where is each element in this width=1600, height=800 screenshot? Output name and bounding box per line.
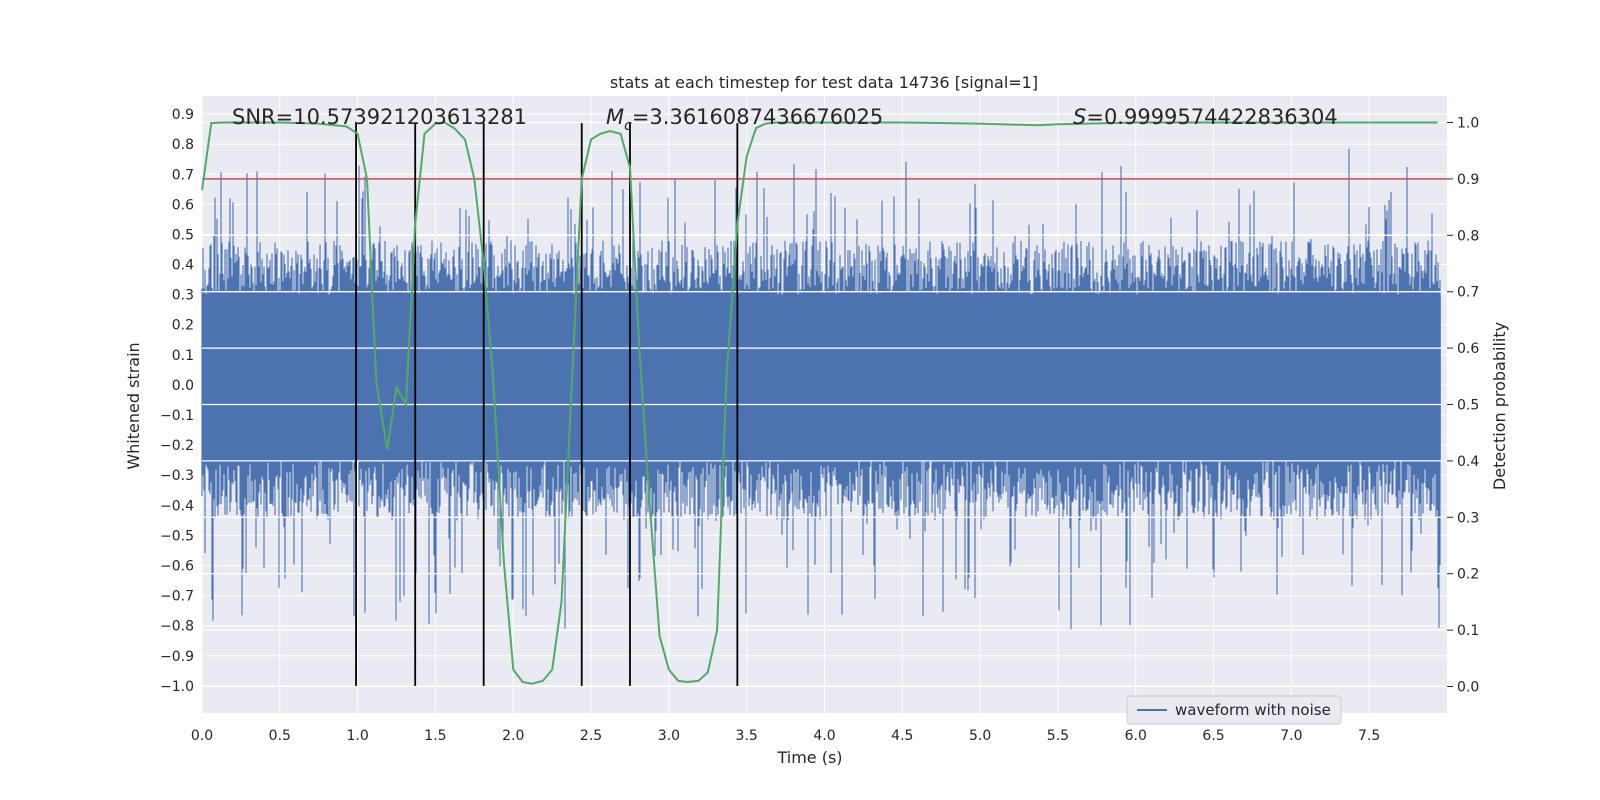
waveform-series bbox=[201, 148, 1441, 630]
x-tick-label: 0.0 bbox=[191, 728, 213, 744]
y2-tick-label: 0.9 bbox=[1457, 172, 1479, 188]
s-symbol: S bbox=[1073, 105, 1086, 129]
y-tick-label: −0.1 bbox=[160, 408, 194, 424]
y2-tick-label: 0.8 bbox=[1457, 228, 1479, 244]
x-tick-label: 2.0 bbox=[502, 728, 524, 744]
y2-tick-label: 0.7 bbox=[1457, 285, 1479, 301]
x-tick-label: 5.0 bbox=[969, 728, 991, 744]
chirp-mass-subscript: c bbox=[624, 118, 632, 134]
s-annotation: S=0.9999574422836304 bbox=[1073, 105, 1338, 129]
chirp-mass-value: =3.3616087436676025 bbox=[632, 105, 883, 129]
x-tick-label: 3.0 bbox=[658, 728, 680, 744]
y-axis-ticks: 0.9 0.8 0.7 0.6 0.5 0.4 0.3 0.2 0.1 0.0 −0.1 −0.2 −0… bbox=[160, 107, 194, 695]
y2-tick-label: 0.4 bbox=[1457, 454, 1479, 470]
x-tick-label: 3.5 bbox=[736, 728, 758, 744]
y-tick-label: 0.7 bbox=[172, 167, 194, 183]
y-tick-label: 0.0 bbox=[172, 378, 194, 394]
x-tick-label: 1.0 bbox=[346, 728, 368, 744]
x-tick-label: 4.5 bbox=[891, 728, 913, 744]
y-axis-label: Whitened strain bbox=[124, 342, 143, 469]
y2-tick-label: 0.6 bbox=[1457, 341, 1479, 357]
y-tick-label: −0.6 bbox=[160, 559, 194, 575]
y-tick-label: 0.5 bbox=[172, 227, 194, 243]
y-tick-label: 0.9 bbox=[172, 107, 194, 123]
y-tick-label: −1.0 bbox=[160, 679, 194, 695]
y-tick-label: −0.2 bbox=[160, 438, 194, 454]
y-tick-label: −0.4 bbox=[160, 498, 194, 514]
y-tick-label: −0.9 bbox=[160, 649, 194, 665]
legend-box bbox=[1126, 695, 1342, 725]
x-tick-label: 5.5 bbox=[1047, 728, 1069, 744]
legend: waveform with noise bbox=[1126, 695, 1342, 725]
y2-axis-ticks: 1.0 0.9 0.8 0.7 0.6 0.5 0.4 0.3 0.2 0.1 0.0 bbox=[1447, 116, 1479, 695]
x-tick-label: 4.0 bbox=[813, 728, 835, 744]
x-tick-label: 0.5 bbox=[269, 728, 291, 744]
s-value: =0.9999574422836304 bbox=[1086, 105, 1337, 129]
y2-tick-label: 0.5 bbox=[1457, 398, 1479, 414]
y2-tick-label: 0.3 bbox=[1457, 510, 1479, 526]
x-tick-label: 6.5 bbox=[1202, 728, 1224, 744]
snr-annotation: SNR=10.573921203613281 bbox=[232, 105, 527, 129]
legend-label: waveform with noise bbox=[1175, 701, 1331, 719]
y-tick-label: 0.6 bbox=[172, 197, 194, 213]
chirp-mass-annotation: Mc=3.3616087436676025 bbox=[606, 105, 883, 134]
y-tick-label: −0.8 bbox=[160, 619, 194, 635]
y-tick-label: −0.3 bbox=[160, 468, 194, 484]
x-tick-label: 7.0 bbox=[1280, 728, 1302, 744]
y-tick-label: 0.8 bbox=[172, 137, 194, 153]
y2-tick-label: 0.0 bbox=[1457, 679, 1479, 695]
x-tick-label: 2.5 bbox=[580, 728, 602, 744]
x-tick-label: 6.0 bbox=[1125, 728, 1147, 744]
y2-axis-label: Detection probability bbox=[1490, 322, 1509, 490]
detection-probability-series bbox=[201, 121, 1438, 685]
chart-title: stats at each timestep for test data 147… bbox=[610, 73, 1038, 92]
detection-probability-line bbox=[201, 121, 1438, 685]
y-tick-label: 0.4 bbox=[172, 258, 194, 274]
y-tick-label: −0.7 bbox=[160, 589, 194, 605]
y2-tick-label: 0.1 bbox=[1457, 623, 1479, 639]
y-tick-label: 0.2 bbox=[172, 318, 194, 334]
chirp-mass-symbol: M bbox=[606, 105, 624, 129]
y2-tick-label: 0.2 bbox=[1457, 567, 1479, 583]
y-tick-label: −0.5 bbox=[160, 528, 194, 544]
y-tick-label: 0.3 bbox=[172, 288, 194, 304]
y-tick-label: 0.1 bbox=[172, 348, 194, 364]
x-tick-label: 1.5 bbox=[424, 728, 446, 744]
x-tick-label: 7.5 bbox=[1358, 728, 1380, 744]
x-axis-ticks: 0.0 0.5 1.0 1.5 2.0 2.5 3.0 3.5 4.0 4.5 5.0 5.5 6.0 6… bbox=[191, 728, 1380, 744]
waveform-trace bbox=[201, 148, 1441, 630]
y2-tick-label: 1.0 bbox=[1457, 116, 1479, 132]
x-axis-label: Time (s) bbox=[776, 748, 842, 767]
